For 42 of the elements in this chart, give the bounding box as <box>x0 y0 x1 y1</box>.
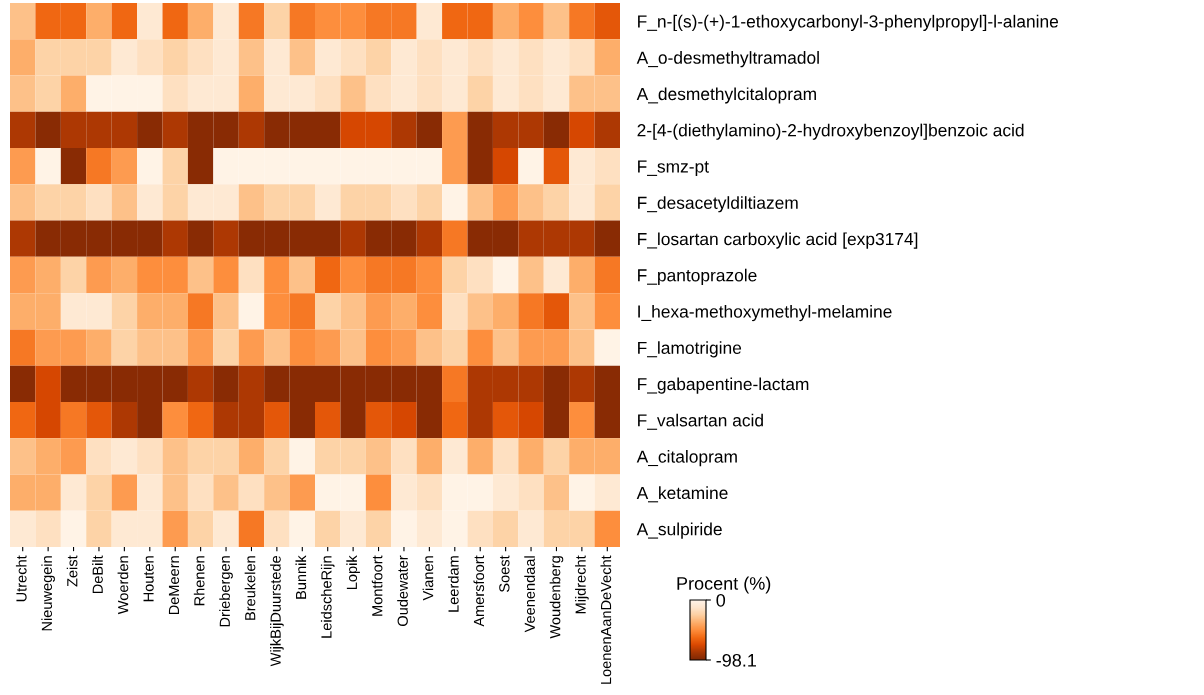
x-tick-label: Vianen <box>422 556 434 601</box>
y-tick-label: F_gabapentine-lactam <box>638 377 809 394</box>
y-tick-label: F_n-[(s)-(+)-1-ethoxycarbonyl-3-phenylpropyl]-l-alanine <box>638 14 1059 32</box>
color-bar-title: Procent (%) <box>677 576 771 594</box>
y-tick-label: F_losartan carboxylic acid [exp3174] <box>638 232 918 249</box>
color-bar-label: 0 <box>716 593 726 607</box>
x-tick-label: WijkBijDuurstede <box>270 555 284 667</box>
x-tick-label: Rhenen <box>193 556 205 606</box>
y-tick-label: A_desmethylcitalopram <box>636 87 816 104</box>
y-tick-label: I_hexa-methoxymethyl-melamine <box>638 304 892 322</box>
x-tick-label: LeidscheRijn <box>320 556 335 638</box>
x-tick-label: DeBilt <box>92 555 103 594</box>
y-tick-label: F_smz-pt <box>638 160 709 177</box>
y-tick-label: F_lamotrigine <box>638 341 742 358</box>
y-tick-label: F_pantoprazole <box>638 268 757 285</box>
x-tick-label: Nieuwegein <box>41 556 55 631</box>
y-tick-label: A_ketamine <box>636 486 728 503</box>
x-tick-label: Zeist <box>66 555 78 587</box>
x-tick-label: Houten <box>143 556 154 602</box>
y-tick-label: 2-[4-(diethylamino)-2-hydroxybenzoyl]benzoic acid <box>637 123 1024 140</box>
x-tick-label: LoenenAanDeVecht <box>600 555 612 684</box>
x-tick-label: Utrecht <box>15 555 27 602</box>
x-tick-label: Leerdam <box>447 556 459 612</box>
x-tick-label: Soest <box>499 555 510 592</box>
x-tick-label: Veenendaal <box>524 556 535 633</box>
x-tick-label: Woerden <box>117 556 129 615</box>
x-tick-label: Driebergen <box>219 556 233 627</box>
x-tick-label: Amersfoort <box>473 555 485 627</box>
x-tick-label: Bunnik <box>295 555 307 599</box>
x-tick-label: Montfoort <box>371 555 383 616</box>
y-tick-label: A_sulpiride <box>636 522 722 539</box>
y-tick-label: F_valsartan acid <box>638 413 763 430</box>
x-tick-label: DeMeern <box>168 556 180 615</box>
x-tick-label: Breukelen <box>244 556 256 620</box>
x-tick-label: Oudewater <box>397 555 408 626</box>
y-tick-label: F_desacetyldiltiazem <box>638 196 798 213</box>
x-tick-label: Lopik <box>346 555 360 589</box>
x-tick-label: Woudenberg <box>549 556 564 639</box>
color-bar-label: -98.1 <box>716 653 756 667</box>
x-tick-label: Mijdrecht <box>575 555 589 614</box>
y-tick-label: A_o-desmethyltramadol <box>636 51 819 68</box>
y-tick-label: A_citalopram <box>636 450 737 467</box>
